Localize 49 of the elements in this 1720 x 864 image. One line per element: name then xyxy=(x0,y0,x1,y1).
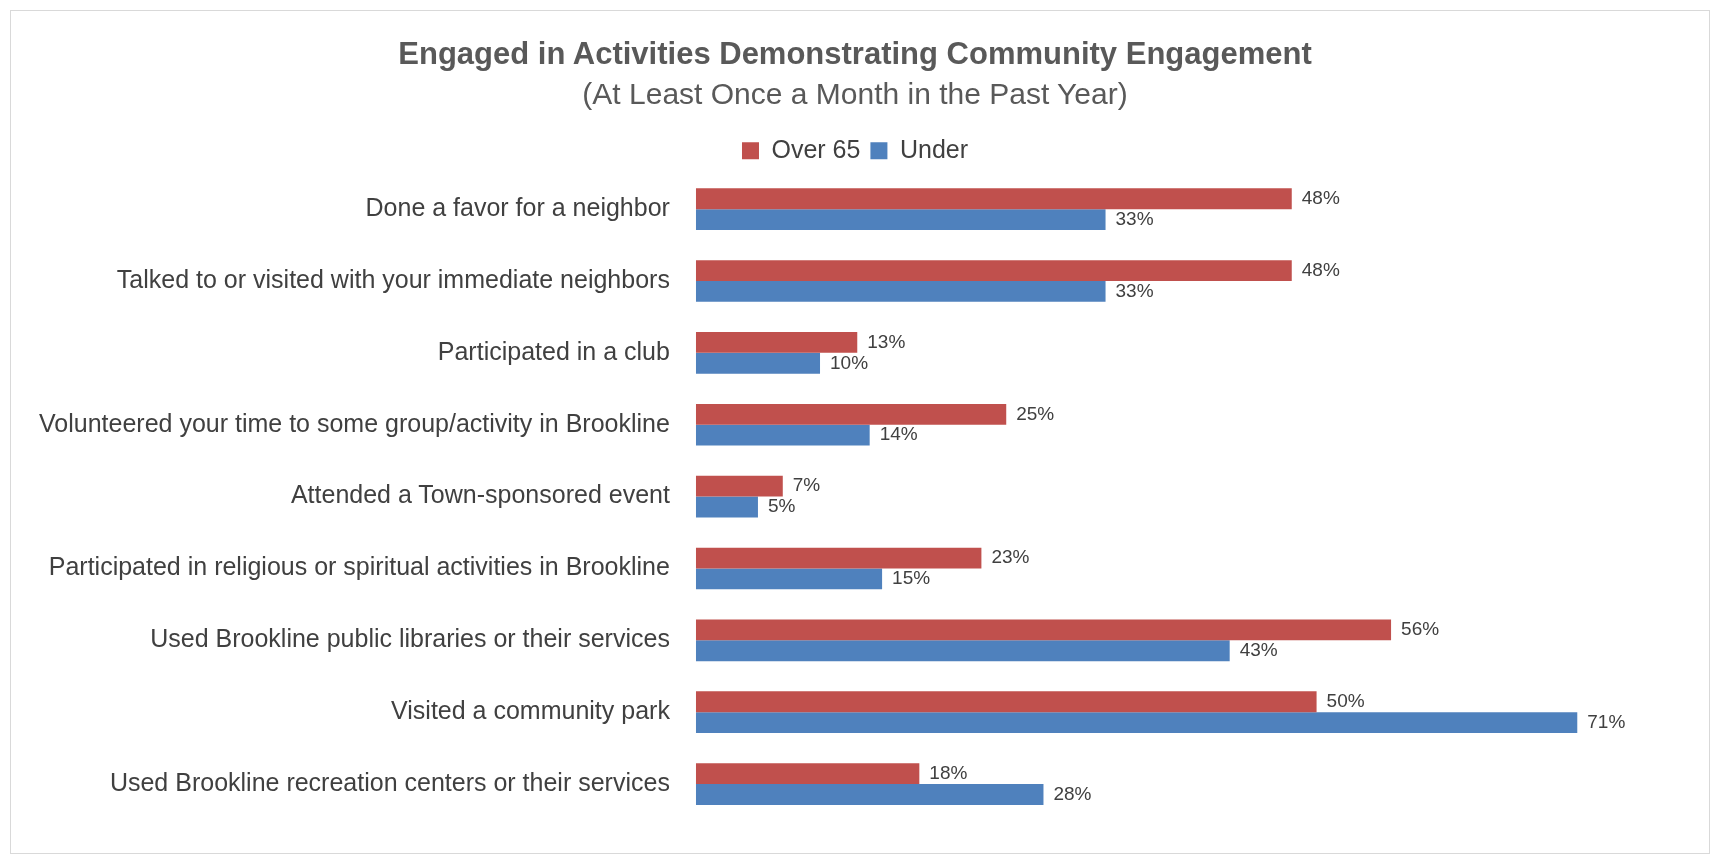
data-label: 5% xyxy=(767,495,796,517)
data-label: 71% xyxy=(1587,710,1626,732)
y-tick-label: Used Brookline public libraries or their services xyxy=(150,624,670,653)
data-label: 15% xyxy=(892,567,931,589)
bar xyxy=(695,784,1044,805)
bar xyxy=(695,712,1578,734)
bar xyxy=(695,691,1317,713)
bar xyxy=(695,640,1230,662)
bar xyxy=(695,424,870,446)
data-label: 33% xyxy=(1115,279,1154,301)
bar xyxy=(695,332,858,353)
data-label: 33% xyxy=(1115,207,1154,229)
bar xyxy=(695,475,783,497)
bar xyxy=(695,547,982,569)
data-label: 23% xyxy=(991,546,1030,568)
y-tick-label: Volunteered your time to some group/activity in Brookline xyxy=(38,408,670,437)
data-label: 7% xyxy=(792,474,821,496)
data-label: 43% xyxy=(1239,638,1278,660)
data-label: 14% xyxy=(879,423,918,445)
data-label: 18% xyxy=(929,761,968,783)
chart-title: Engaged in Activities Demonstrating Community Engagement xyxy=(398,36,1312,72)
y-tick-label: Talked to or visited with your immediate neighbors xyxy=(116,264,670,293)
data-label: 25% xyxy=(1016,402,1055,424)
bar xyxy=(695,619,1392,641)
legend-label: Under xyxy=(899,134,969,163)
bar xyxy=(695,352,821,374)
bar xyxy=(695,209,1106,230)
bar xyxy=(695,496,758,518)
data-label: 56% xyxy=(1401,618,1440,640)
y-tick-label: Participated in a club xyxy=(437,336,670,365)
bar xyxy=(695,260,1292,281)
bar xyxy=(695,568,883,590)
bar xyxy=(695,763,920,785)
data-label: 48% xyxy=(1301,186,1340,208)
bar xyxy=(695,403,1007,425)
data-label: 28% xyxy=(1053,782,1092,804)
bar xyxy=(695,281,1106,302)
legend-label: Over 65 xyxy=(771,134,861,163)
bar xyxy=(695,188,1292,210)
data-label: 13% xyxy=(867,330,906,352)
data-label: 10% xyxy=(830,351,869,373)
y-tick-label: Done a favor for a neighbor xyxy=(365,193,670,222)
chart-subtitle: (At Least Once a Month in the Past Year) xyxy=(582,77,1128,111)
data-label: 50% xyxy=(1326,690,1365,712)
y-tick-label: Used Brookline recreation centers or their services xyxy=(109,767,670,796)
y-tick-label: Attended a Town-sponsored event xyxy=(290,480,670,509)
y-tick-label: Visited a community park xyxy=(391,696,671,725)
data-label: 48% xyxy=(1301,258,1340,280)
y-tick-label: Participated in religious or spiritual activities in Brookline xyxy=(48,552,670,581)
